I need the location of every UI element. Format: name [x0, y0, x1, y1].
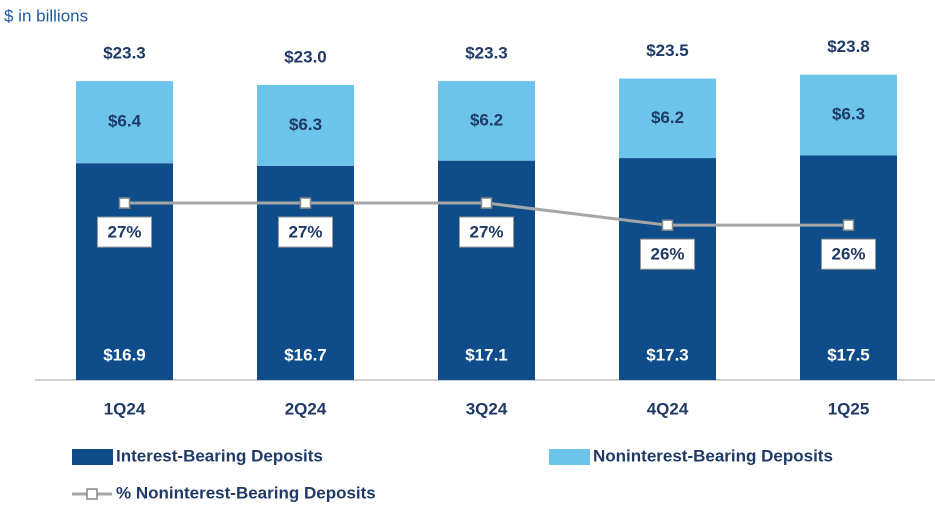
- line-marker: [299, 197, 312, 209]
- line-marker: [842, 219, 855, 231]
- bar-segment: [438, 160, 535, 380]
- legend-swatch: [549, 449, 590, 465]
- legend-label: % Noninterest-Bearing Deposits: [116, 483, 376, 502]
- label-box: [278, 216, 333, 248]
- legend-label: Noninterest-Bearing Deposits: [593, 446, 833, 465]
- value-label: 26%: [650, 245, 684, 264]
- total-label: $23.3: [465, 44, 508, 63]
- value-label: 26%: [831, 245, 865, 264]
- x-tick-label: 2Q24: [285, 399, 327, 418]
- value-label: 27%: [288, 223, 322, 242]
- legend-swatch: [72, 449, 113, 465]
- legend-label: Interest-Bearing Deposits: [116, 446, 323, 465]
- value-label: $16.9: [103, 345, 146, 364]
- x-tick-label: 1Q25: [828, 399, 870, 418]
- value-label: $17.5: [827, 345, 870, 364]
- value-label: $6.3: [289, 115, 322, 134]
- line-marker: [118, 197, 131, 209]
- value-label: $17.1: [465, 345, 508, 364]
- bar-segment: [257, 84, 354, 166]
- total-label: $23.3: [103, 44, 146, 63]
- bar-segment: [438, 81, 535, 161]
- value-label: 27%: [469, 223, 503, 242]
- subtitle: $ in billions: [4, 6, 88, 25]
- bar-segment: [800, 74, 897, 156]
- total-label: $23.5: [646, 41, 689, 60]
- x-tick-label: 1Q24: [104, 399, 146, 418]
- line-marker: [661, 219, 674, 231]
- value-label: $6.2: [651, 108, 684, 127]
- total-label: $23.8: [827, 37, 870, 56]
- x-tick-label: 4Q24: [647, 399, 689, 418]
- value-label: $6.3: [832, 105, 865, 124]
- label-box: [97, 216, 152, 248]
- value-label: 27%: [107, 223, 141, 242]
- line-marker: [480, 197, 493, 209]
- label-box: [821, 238, 876, 270]
- value-label: $6.4: [108, 112, 142, 131]
- x-tick-label: 3Q24: [466, 399, 508, 418]
- label-box: [459, 216, 514, 248]
- total-label: $23.0: [284, 47, 327, 66]
- label-box: [640, 238, 695, 270]
- bar-segment: [76, 81, 173, 164]
- value-label: $17.3: [646, 345, 689, 364]
- value-label: $16.7: [284, 345, 327, 364]
- legend-marker: [86, 488, 98, 500]
- bar-segment: [619, 78, 716, 159]
- value-label: $6.2: [470, 110, 503, 129]
